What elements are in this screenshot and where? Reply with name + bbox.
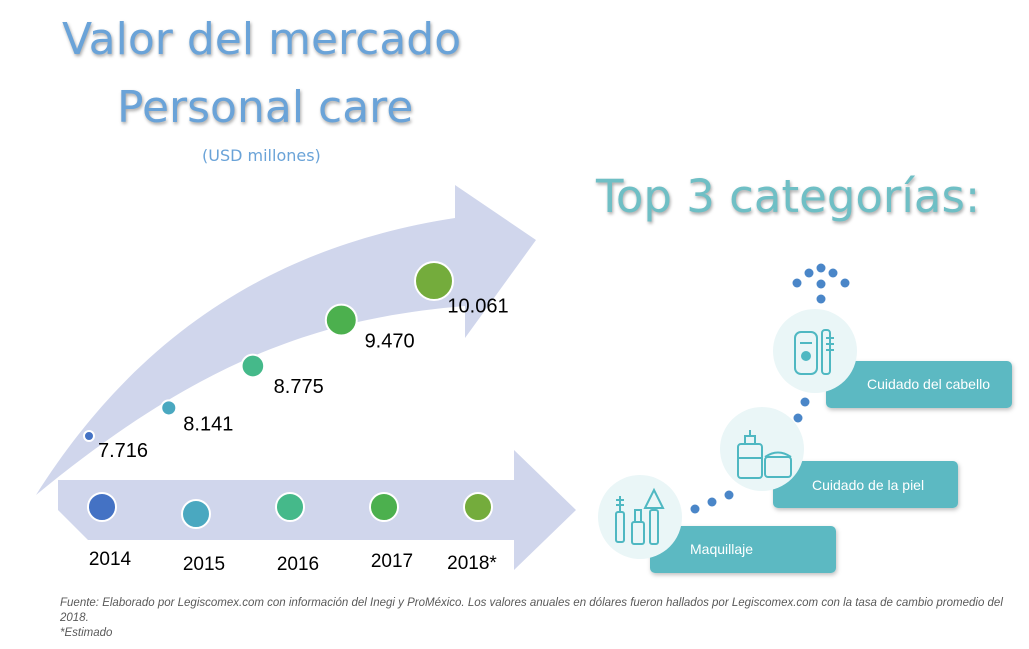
- timeline-arrow: [58, 450, 576, 570]
- year-marker-2017: [369, 492, 399, 522]
- value-point-2016: [240, 353, 266, 379]
- value-point-2014: [83, 430, 95, 442]
- haircare-icon: [773, 309, 857, 393]
- year-label: 2017: [371, 551, 413, 572]
- category-label-makeup: Maquillaje: [690, 541, 754, 557]
- chart-title-line2: Personal care: [117, 82, 414, 133]
- year-label: 2015: [183, 554, 225, 575]
- year-label: 2014: [89, 549, 132, 570]
- value-label: 10.061: [447, 295, 508, 317]
- year-marker-2014: [87, 492, 117, 522]
- value-point-2018: [414, 261, 454, 301]
- category-label-haircare: Cuidado del cabello: [867, 376, 990, 392]
- year-marker-2016: [275, 492, 305, 522]
- category-box-skincare: [773, 461, 958, 508]
- dotted-path: [690, 263, 850, 514]
- year-label: 2018*: [447, 553, 497, 574]
- value-label: 8.141: [183, 413, 233, 435]
- category-box-haircare: [826, 361, 1012, 408]
- category-box-makeup: [650, 526, 836, 573]
- top-categories-title: Top 3 categorías:: [596, 170, 981, 223]
- footnote: Fuente: Elaborado por Legiscomex.com con…: [60, 596, 1020, 641]
- chart-title-line1: Valor del mercado: [62, 14, 462, 65]
- year-marker-2015: [181, 499, 211, 529]
- value-label: 7.716: [98, 440, 148, 462]
- chart-unit-label: (USD millones): [202, 146, 321, 165]
- value-point-2015: [160, 399, 178, 417]
- growth-arrow: [36, 185, 536, 495]
- value-point-2017: [324, 303, 358, 337]
- category-label-skincare: Cuidado de la piel: [812, 477, 925, 493]
- value-label: 9.470: [365, 330, 415, 352]
- footnote-estimate-note: *Estimado: [60, 627, 113, 639]
- year-marker-2018: [463, 492, 493, 522]
- year-label: 2016: [277, 554, 319, 575]
- skincare-icon: [720, 407, 804, 491]
- value-label: 8.775: [274, 376, 324, 398]
- makeup-icon: [598, 475, 682, 559]
- footnote-source: Fuente: Elaborado por Legiscomex.com con…: [60, 597, 1003, 624]
